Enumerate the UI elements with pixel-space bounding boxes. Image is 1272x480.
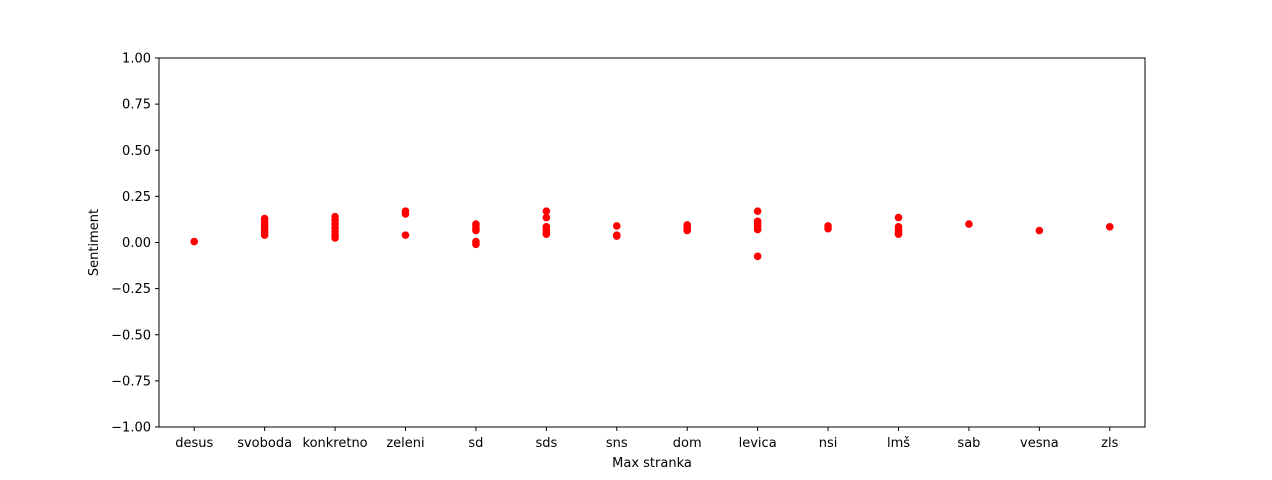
x-tick-label: sab [957, 436, 980, 451]
data-point [542, 207, 551, 215]
y-tick-label: 1.00 [122, 52, 151, 67]
data-point [190, 237, 199, 246]
x-tick-label: levica [739, 436, 777, 451]
x-axis-label: Max stranka [612, 456, 692, 471]
data-point [683, 226, 692, 235]
data-point [824, 224, 832, 233]
data-point [612, 232, 621, 240]
y-tick-label: 0.25 [122, 190, 151, 205]
y-tick-label: −0.50 [111, 328, 151, 343]
y-tick-label: −0.25 [111, 282, 151, 297]
y-tick-label: 0.00 [122, 236, 151, 251]
data-point [472, 240, 480, 249]
x-tick-label: sd [468, 436, 483, 451]
x-tick-label: desus [175, 436, 213, 451]
data-point [753, 252, 762, 261]
x-tick-label: sds [535, 436, 557, 451]
x-tick-label: sns [606, 436, 628, 451]
x-tick-label: konkretno [303, 436, 368, 451]
data-point [894, 213, 903, 222]
y-axis: 1.00 0.75 0.50 0.25 0.00 −0.25 −0.50 −0.75 −1.00 [111, 52, 159, 436]
data-point [472, 226, 480, 235]
x-tick-label: nsi [819, 436, 838, 451]
data-point [753, 225, 762, 234]
x-tick-label: lmš [887, 436, 910, 451]
data-point [753, 207, 762, 215]
data-point [260, 231, 269, 239]
y-tick-label: −1.00 [111, 421, 151, 436]
y-tick-label: 0.50 [122, 144, 151, 159]
x-axis: desus svoboda konkretno zeleni sd sds sns dom le… [175, 427, 1119, 451]
x-tick-label: zeleni [386, 436, 424, 451]
data-point [542, 213, 551, 222]
y-tick-label: −0.75 [111, 374, 151, 389]
x-tick-label: svoboda [237, 436, 292, 451]
points-layer [190, 207, 1114, 261]
x-tick-label: dom [673, 436, 702, 451]
data-point [542, 230, 551, 238]
x-tick-label: vesna [1020, 436, 1059, 451]
data-point [401, 231, 410, 239]
data-point [1035, 226, 1044, 235]
data-point [965, 220, 973, 228]
y-axis-label: Sentiment [87, 209, 102, 276]
x-tick-label: zls [1101, 436, 1118, 451]
data-point [1105, 223, 1114, 231]
data-point [401, 210, 410, 218]
data-point [331, 234, 339, 242]
y-tick-label: 0.75 [122, 98, 151, 113]
data-point [894, 230, 903, 238]
data-point [612, 222, 621, 230]
